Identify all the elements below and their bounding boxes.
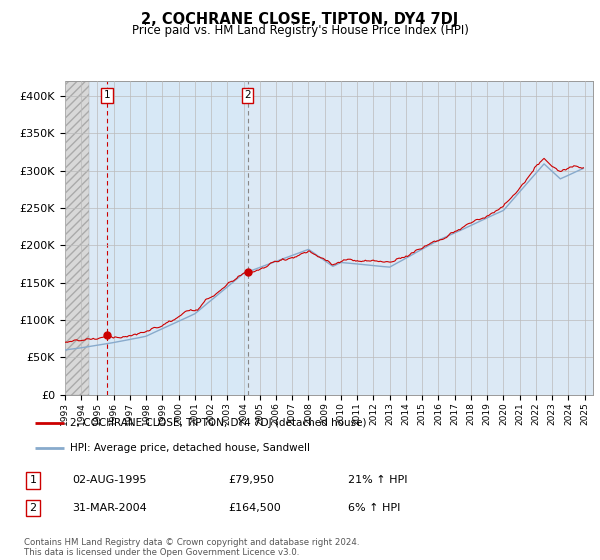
Text: 1: 1 [29,475,37,486]
Text: 2: 2 [244,90,251,100]
Text: 2: 2 [29,503,37,513]
Text: HPI: Average price, detached house, Sandwell: HPI: Average price, detached house, Sand… [70,442,310,452]
Text: 21% ↑ HPI: 21% ↑ HPI [348,475,407,486]
Text: 2, COCHRANE CLOSE, TIPTON, DY4 7DJ: 2, COCHRANE CLOSE, TIPTON, DY4 7DJ [142,12,458,27]
Bar [107,81,248,395]
Text: £79,950: £79,950 [228,475,274,486]
Text: Price paid vs. HM Land Registry's House Price Index (HPI): Price paid vs. HM Land Registry's House … [131,24,469,37]
Text: Contains HM Land Registry data © Crown copyright and database right 2024.
This d: Contains HM Land Registry data © Crown c… [24,538,359,557]
Text: £164,500: £164,500 [228,503,281,513]
Text: 2, COCHRANE CLOSE, TIPTON, DY4 7DJ (detached house): 2, COCHRANE CLOSE, TIPTON, DY4 7DJ (deta… [70,418,367,428]
Text: 31-MAR-2004: 31-MAR-2004 [72,503,147,513]
Bar [65,81,89,395]
Text: 02-AUG-1995: 02-AUG-1995 [72,475,146,486]
Text: 1: 1 [103,90,110,100]
Text: 6% ↑ HPI: 6% ↑ HPI [348,503,400,513]
